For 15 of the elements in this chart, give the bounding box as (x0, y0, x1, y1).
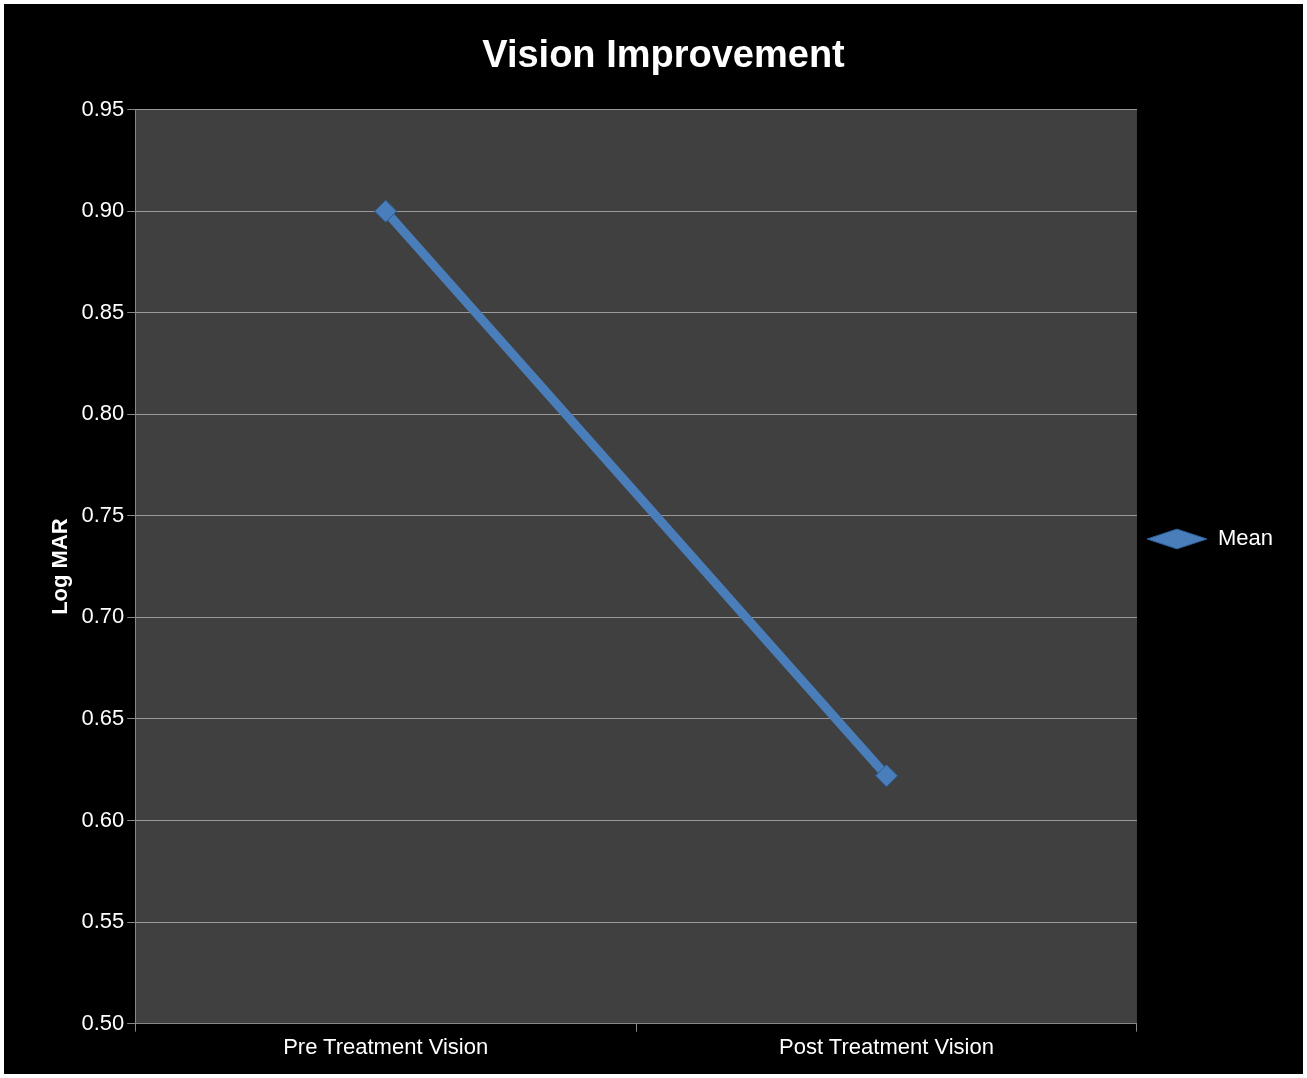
y-axis-title: Log MAR (47, 518, 73, 615)
y-tick-label: 0.95 (81, 95, 125, 121)
y-tick-label: 0.80 (81, 400, 125, 426)
y-tick-label: 0.70 (81, 603, 125, 629)
y-tick-label: 0.85 (81, 298, 125, 324)
y-tick-label: 0.65 (81, 705, 125, 730)
y-tick-label: 0.55 (81, 908, 125, 934)
x-tick-label: Post Treatment Vision (779, 1033, 994, 1059)
x-tick-label: Pre Treatment Vision (283, 1033, 489, 1059)
y-tick-label: 0.50 (81, 1009, 125, 1035)
y-tick-label: 0.75 (81, 501, 125, 527)
y-tick-label: 0.60 (81, 806, 125, 832)
legend-label: Mean (1217, 525, 1274, 551)
chart-title: Vision Improvement (482, 33, 846, 76)
y-tick-label: 0.90 (81, 197, 125, 223)
